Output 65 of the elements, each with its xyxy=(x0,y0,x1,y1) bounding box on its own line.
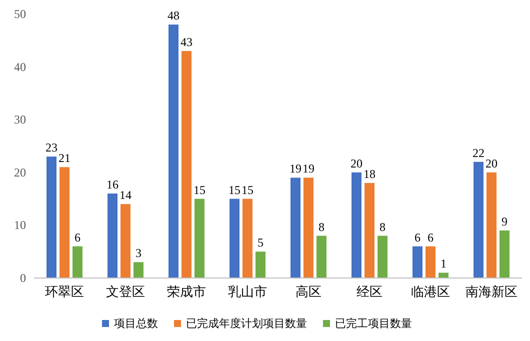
bar xyxy=(378,236,388,278)
bar xyxy=(194,198,204,278)
data-label: 19 xyxy=(302,162,314,176)
data-label: 15 xyxy=(242,182,254,197)
x-tick-label: 高区 xyxy=(296,284,322,299)
x-tick-label: 临港区 xyxy=(411,284,450,299)
data-label: 14 xyxy=(120,188,132,202)
data-label: 6 xyxy=(414,230,420,244)
data-label: 20 xyxy=(486,156,498,170)
data-label: 8 xyxy=(318,220,324,234)
bar xyxy=(256,252,266,278)
bar xyxy=(134,262,144,278)
data-label: 18 xyxy=(364,166,376,181)
bar xyxy=(500,230,510,278)
data-label: 48 xyxy=(168,8,180,23)
bar xyxy=(316,236,326,278)
x-tick-label: 文登区 xyxy=(106,284,145,299)
data-label: 6 xyxy=(74,230,80,244)
legend-label: 项目总数 xyxy=(114,317,158,330)
legend-label: 已完工项目数量 xyxy=(335,317,412,330)
bar xyxy=(486,172,496,278)
bar xyxy=(474,162,484,278)
data-label: 15 xyxy=(228,182,240,197)
bar xyxy=(60,167,70,278)
y-tick-label: 20 xyxy=(14,165,26,180)
bar xyxy=(120,204,130,278)
bar xyxy=(108,194,118,278)
data-label: 21 xyxy=(58,151,70,166)
bar xyxy=(364,182,374,278)
bar xyxy=(290,178,300,278)
bar xyxy=(438,272,448,278)
data-label: 1 xyxy=(440,256,446,271)
y-tick-label: 10 xyxy=(14,218,26,232)
bar xyxy=(242,198,252,278)
x-tick-label: 荣成市 xyxy=(167,284,206,299)
data-label: 43 xyxy=(180,34,192,49)
bar xyxy=(182,50,192,278)
x-tick-label: 经区 xyxy=(356,284,382,299)
bar xyxy=(412,246,422,278)
data-label: 5 xyxy=(258,236,264,250)
data-label: 23 xyxy=(46,140,58,155)
bar xyxy=(46,156,56,278)
data-label: 6 xyxy=(428,230,434,244)
y-tick-label: 30 xyxy=(14,112,26,127)
bar xyxy=(230,198,240,278)
bar xyxy=(352,172,362,278)
data-label: 22 xyxy=(472,146,484,160)
bar xyxy=(168,24,178,278)
x-tick-label: 环翠区 xyxy=(45,284,84,299)
data-label: 19 xyxy=(290,162,302,176)
bar xyxy=(426,246,436,278)
data-label: 9 xyxy=(502,214,508,228)
y-tick-label: 50 xyxy=(14,7,26,21)
y-tick-label: 0 xyxy=(20,271,26,285)
data-label: 8 xyxy=(380,220,386,234)
data-label: 3 xyxy=(136,246,142,260)
data-label: 20 xyxy=(350,156,362,170)
bar xyxy=(72,246,82,278)
data-label: 16 xyxy=(106,178,118,192)
x-tick-label: 南海新区 xyxy=(466,284,518,299)
data-label: 15 xyxy=(194,182,206,197)
x-tick-label: 乳山市 xyxy=(228,284,267,299)
bar xyxy=(304,178,314,278)
legend-label: 已完成年度计划项目数量 xyxy=(186,317,307,330)
y-tick-label: 40 xyxy=(14,60,26,74)
